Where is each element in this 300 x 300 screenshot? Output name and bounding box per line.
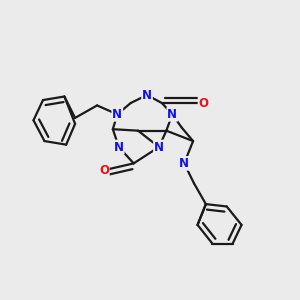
- Text: O: O: [99, 164, 109, 177]
- Text: N: N: [154, 140, 164, 154]
- Text: N: N: [114, 140, 124, 154]
- Text: N: N: [167, 108, 177, 121]
- Text: N: N: [142, 88, 152, 101]
- Text: N: N: [179, 157, 189, 170]
- Text: O: O: [199, 97, 208, 110]
- Text: N: N: [112, 108, 122, 121]
